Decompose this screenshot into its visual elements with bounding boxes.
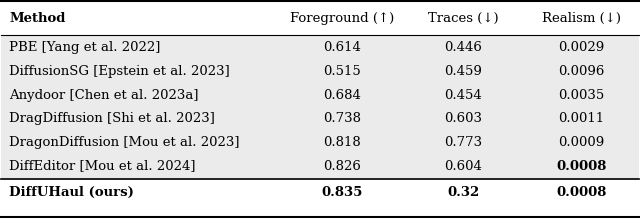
Text: PBE [Yang et al. 2022]: PBE [Yang et al. 2022] bbox=[9, 41, 161, 54]
Text: 0.0096: 0.0096 bbox=[558, 65, 604, 78]
Text: 0.684: 0.684 bbox=[323, 89, 361, 102]
Text: Anydoor [Chen et al. 2023a]: Anydoor [Chen et al. 2023a] bbox=[9, 89, 198, 102]
Text: 0.603: 0.603 bbox=[444, 112, 483, 125]
Text: 0.604: 0.604 bbox=[444, 160, 483, 172]
Text: Realism (↓): Realism (↓) bbox=[542, 12, 621, 25]
Text: 0.826: 0.826 bbox=[323, 160, 361, 172]
Text: DragonDiffusion [Mou et al. 2023]: DragonDiffusion [Mou et al. 2023] bbox=[9, 136, 239, 149]
Text: 0.0009: 0.0009 bbox=[558, 136, 604, 149]
Text: 0.0008: 0.0008 bbox=[556, 186, 607, 199]
Text: 0.738: 0.738 bbox=[323, 112, 362, 125]
Text: 0.515: 0.515 bbox=[323, 65, 361, 78]
Text: 0.0029: 0.0029 bbox=[558, 41, 604, 54]
Text: 0.0011: 0.0011 bbox=[558, 112, 604, 125]
Text: Method: Method bbox=[9, 12, 65, 25]
Text: 0.818: 0.818 bbox=[323, 136, 361, 149]
Text: 0.614: 0.614 bbox=[323, 41, 361, 54]
Text: DiffUHaul (ours): DiffUHaul (ours) bbox=[9, 186, 134, 199]
Text: Traces (↓): Traces (↓) bbox=[428, 12, 499, 25]
Text: DiffEditor [Mou et al. 2024]: DiffEditor [Mou et al. 2024] bbox=[9, 160, 196, 172]
Text: 0.446: 0.446 bbox=[444, 41, 483, 54]
Text: DiffusionSG [Epstein et al. 2023]: DiffusionSG [Epstein et al. 2023] bbox=[9, 65, 230, 78]
Text: 0.32: 0.32 bbox=[447, 186, 479, 199]
Text: 0.454: 0.454 bbox=[445, 89, 483, 102]
Text: 0.0035: 0.0035 bbox=[558, 89, 604, 102]
Text: 0.835: 0.835 bbox=[322, 186, 363, 199]
Text: Foreground (↑): Foreground (↑) bbox=[290, 12, 394, 25]
Text: 0.0008: 0.0008 bbox=[556, 160, 607, 172]
Text: 0.773: 0.773 bbox=[444, 136, 483, 149]
Text: 0.459: 0.459 bbox=[444, 65, 483, 78]
Bar bbox=[1, 35, 639, 179]
Text: DragDiffusion [Shi et al. 2023]: DragDiffusion [Shi et al. 2023] bbox=[9, 112, 215, 125]
